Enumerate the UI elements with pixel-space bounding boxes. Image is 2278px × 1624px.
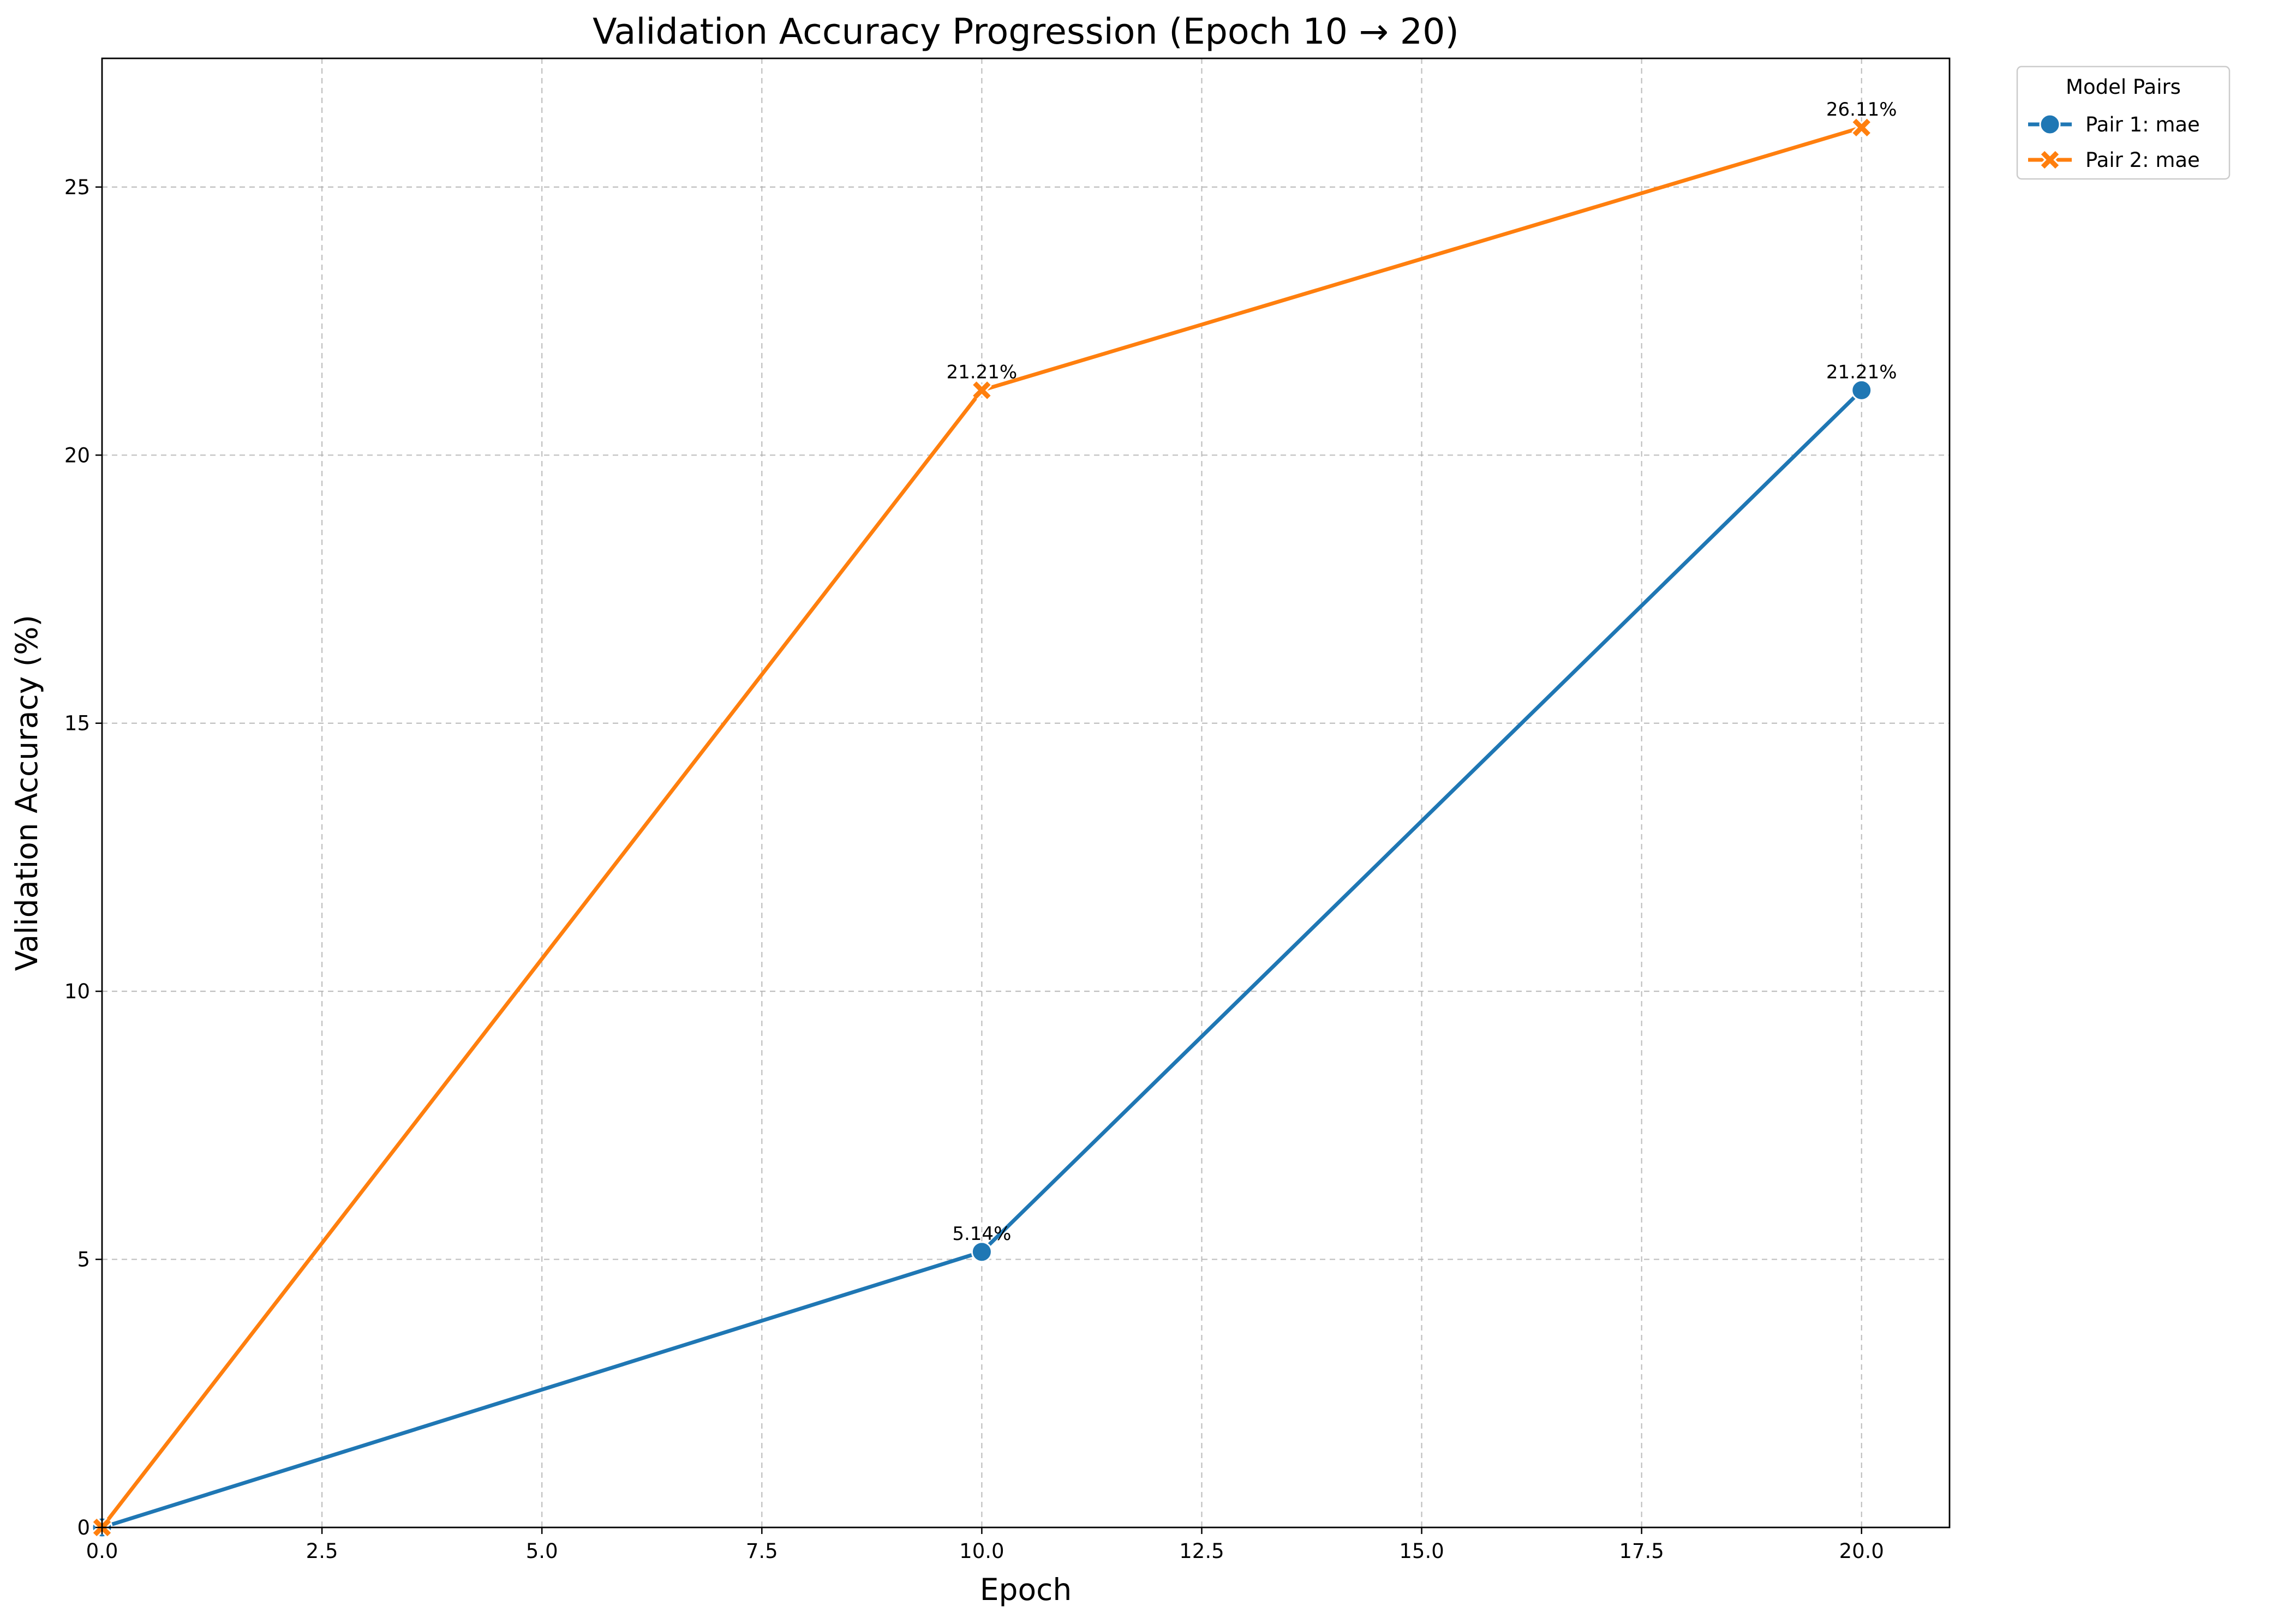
circle-marker [971,1241,992,1263]
legend-frame [2016,65,2231,180]
x-tick-label: 5.0 [526,1539,558,1563]
legend-title: Model Pairs [2066,75,2181,99]
legend-item: Pair 1: mae [2028,113,2200,136]
x-tick-label: 0.0 [86,1539,118,1563]
data-label: 5.14% [952,1223,1011,1245]
legend-label: Pair 2: mae [2085,148,2200,172]
x-tick-label: 10.0 [959,1539,1004,1563]
x-marker [972,380,992,400]
y-tick-label: 0 [77,1516,90,1539]
x-axis-label: Epoch [980,1572,1072,1607]
data-label: 21.21% [947,361,1018,383]
chart-title: Validation Accuracy Progression (Epoch 1… [593,11,1459,52]
y-tick-label: 25 [64,176,90,199]
x-tick-label: 2.5 [306,1539,338,1563]
y-tick-label: 5 [77,1248,90,1272]
y-axis-label: Validation Accuracy (%) [9,615,44,971]
circle-marker [2039,113,2061,135]
y-tick-label: 15 [64,712,90,735]
x-tick-label: 7.5 [746,1539,778,1563]
legend-label: Pair 1: mae [2085,113,2200,136]
axis-ticks: 0.0 2.5 5.0 7.5 10.0 12.5 15.0 17.5 20.0 0 5 10 15 20… [64,176,1884,1563]
legend: Model Pairs Pair 1: mae Pair 2: mae [2016,65,2231,180]
series-layer: 5.14% 21.21% 21.21% 26.11% [91,99,1897,1538]
data-label: 26.11% [1826,99,1897,121]
y-tick-label: 20 [64,444,90,467]
data-label: 21.21% [1826,361,1897,383]
x-marker [1851,117,1872,138]
legend-items: Pair 1: mae Pair 2: mae [2028,113,2200,172]
legend-item: Pair 2: mae [2028,148,2200,172]
circle-marker [1851,379,1873,401]
x-marker [2040,149,2060,170]
x-tick-label: 17.5 [1619,1539,1664,1563]
y-tick-label: 10 [64,980,90,1003]
x-tick-label: 20.0 [1839,1539,1884,1563]
x-tick-label: 12.5 [1179,1539,1224,1563]
x-tick-label: 15.0 [1399,1539,1444,1563]
plot-frame [101,57,1951,1529]
